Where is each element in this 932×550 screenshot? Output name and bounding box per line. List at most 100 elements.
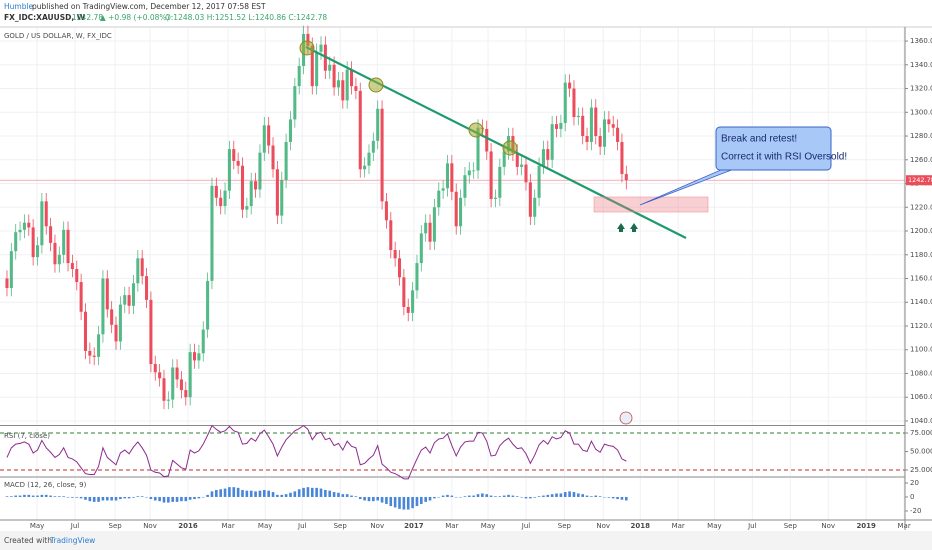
candle-body [227, 149, 231, 191]
macd-bar [585, 495, 589, 497]
candle-body [319, 44, 323, 52]
candle-body [192, 352, 197, 361]
candle-body [406, 306, 410, 313]
callout-line: Break and retest! [721, 134, 797, 145]
candle-body [70, 263, 74, 270]
candle-body [153, 363, 157, 373]
candle-body [75, 269, 79, 283]
candle-body [206, 280, 210, 330]
macd-bar [245, 490, 249, 497]
candle-body [27, 222, 31, 228]
candle-body [18, 229, 22, 233]
candle-body [162, 378, 166, 401]
candle-body [101, 278, 105, 335]
callout-box [715, 126, 832, 171]
candle-body [533, 197, 537, 217]
macd-bar [577, 493, 580, 497]
candle-body [602, 119, 607, 147]
y-tick-label: 50.0000 [910, 448, 932, 456]
macd-bar [598, 496, 602, 497]
candle-body [454, 191, 458, 227]
macd-bar [149, 496, 153, 500]
macd-bar [258, 490, 262, 497]
retest-zone [593, 196, 709, 213]
macd-bar [92, 496, 96, 502]
candle-body [53, 242, 57, 265]
macd-bar [18, 495, 22, 497]
macd-bar [110, 496, 113, 501]
macd-bar [337, 492, 340, 497]
candle-body [589, 107, 593, 142]
macd-bar [590, 496, 593, 497]
candle-body [336, 80, 340, 88]
macd-bar [167, 496, 170, 503]
candle-body [97, 334, 101, 357]
rsi-title: RSI (7, close) [4, 432, 50, 440]
candle-body [402, 277, 406, 307]
macd-bar [555, 493, 558, 497]
macd-bar [193, 496, 196, 500]
macd-bar [284, 494, 288, 497]
x-tick-label: Mar [898, 522, 911, 530]
y-tick-label: 1340.00 [910, 61, 932, 69]
last-quote: 1242.78 [72, 13, 103, 22]
candle-body [258, 152, 262, 190]
y-tick-label: 1040.00 [910, 417, 932, 425]
macd-bar [58, 496, 61, 497]
macd-bar [53, 496, 57, 497]
candle-body [131, 283, 135, 306]
y-tick-label: 75.0000 [910, 429, 932, 437]
candle-body [127, 295, 131, 306]
macd-bar [563, 492, 567, 497]
macd-bar [188, 496, 192, 500]
macd-bar [459, 496, 462, 498]
x-tick-label: Nov [370, 522, 384, 530]
macd-bar [75, 496, 79, 498]
macd-bar [249, 490, 253, 497]
macd-bar [97, 496, 100, 502]
candle-body [576, 115, 580, 118]
candle-body [419, 233, 423, 264]
macd-bar [84, 496, 87, 500]
macd-bar [262, 489, 266, 497]
macd-bar [389, 496, 393, 507]
candle-body [306, 33, 310, 46]
candle-body [568, 82, 572, 89]
candle-body [611, 124, 615, 128]
candle-body [149, 299, 153, 364]
macd-bar [88, 496, 92, 502]
y-tick-label: 1360.00 [910, 37, 932, 45]
candle-body [624, 174, 628, 181]
candle-body [136, 258, 140, 284]
candle-body [22, 222, 26, 230]
y-tick-label: 1060.00 [910, 393, 932, 401]
macd-bar [485, 494, 489, 497]
macd-bar [324, 489, 327, 497]
footer-brand: TradingView [49, 536, 95, 545]
macd-bar [319, 488, 323, 497]
y-tick-label: 1200.00 [910, 227, 932, 235]
symbol: FX_IDC:XAUUSD, W [4, 13, 86, 22]
touch-marker [502, 140, 518, 156]
macd-bar [210, 491, 214, 497]
candle-body [546, 149, 550, 160]
macd-bar [446, 494, 449, 497]
macd-bar [162, 496, 166, 503]
candle-body [249, 181, 253, 207]
macd-bar [114, 496, 118, 501]
candle-body [240, 165, 245, 210]
candle-body [380, 108, 384, 202]
candle-body [345, 69, 349, 101]
candle-body [9, 251, 13, 288]
y-tick-label: 1100.00 [910, 346, 932, 354]
trendline [305, 46, 687, 239]
macd-bar [415, 496, 419, 507]
macd-bar [197, 496, 201, 499]
y-tick-label: 1120.00 [910, 322, 932, 330]
y-tick-label: 1220.00 [910, 203, 932, 211]
macd-bar [533, 496, 537, 498]
x-tick-label: Mar [221, 522, 234, 530]
candle-body [476, 127, 480, 171]
candle-body [92, 355, 96, 357]
